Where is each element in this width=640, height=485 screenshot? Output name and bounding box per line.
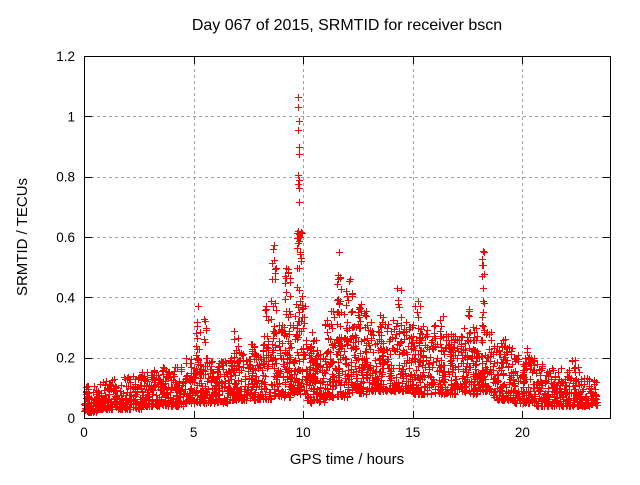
x-tick-label: 5 (190, 425, 198, 440)
y-tick-label: 1.2 (56, 49, 75, 64)
x-tick-label: 0 (80, 425, 88, 440)
x-axis-label: GPS time / hours (290, 451, 404, 468)
y-tick-label: 0.4 (56, 290, 75, 305)
x-tick-label: 10 (296, 425, 311, 440)
x-tick-label: 15 (405, 425, 420, 440)
y-tick-label: 1 (67, 109, 75, 124)
axis-ticks (84, 56, 610, 419)
tick-labels: 0 5 10 15 20 0 0.2 0.4 0.6 0.8 1 1.2 (56, 49, 530, 440)
x-tick-label: 20 (515, 425, 530, 440)
y-tick-label: 0 (67, 411, 75, 426)
plot-border (84, 56, 611, 419)
y-tick-label: 0.2 (56, 351, 75, 366)
y-tick-label: 0.6 (56, 230, 75, 245)
y-tick-label: 0.8 (56, 170, 75, 185)
plot-title: Day 067 of 2015, SRMTID for receiver bsc… (192, 17, 502, 34)
y-axis-label: SRMTID / TECUs (14, 178, 31, 296)
tick-marks-path (84, 56, 610, 419)
data-points-srmtid (81, 94, 601, 416)
